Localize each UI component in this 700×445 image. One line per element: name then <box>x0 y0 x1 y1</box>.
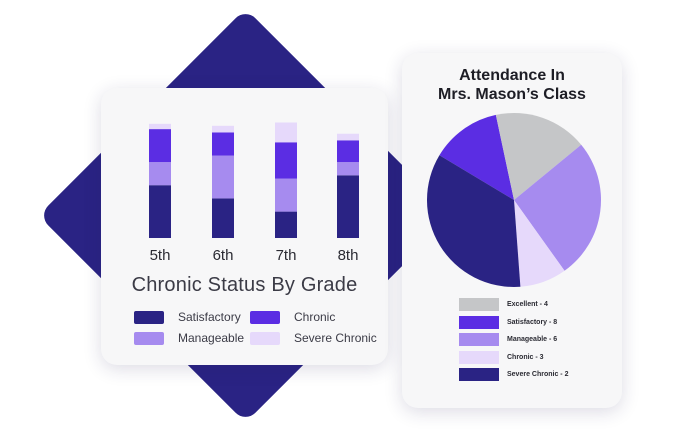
legend-swatch-satisfactory <box>459 315 499 329</box>
pie-title-line-1: Attendance In <box>459 67 565 84</box>
bar-6th-manageable <box>212 155 234 199</box>
legend-swatch-excellent <box>459 298 499 311</box>
pie-slice-satisfactory <box>427 155 521 287</box>
legend-swatch-manageable <box>134 331 164 345</box>
legend-swatch-severe-chronic <box>250 331 280 345</box>
legend-label-chronic: Chronic <box>294 310 336 324</box>
bar-7th-severe-chronic <box>275 122 297 143</box>
x-tick-label-8th: 8th <box>338 247 359 264</box>
x-tick-label-5th: 5th <box>150 247 171 264</box>
x-tick-label-6th: 6th <box>213 247 234 264</box>
bar-6th-chronic <box>212 132 234 156</box>
bar-5th-satisfactory <box>149 185 171 238</box>
pie-slice-severe-chronic <box>514 200 565 287</box>
pie-title-line-2: Mrs. Mason’s Class <box>438 86 586 103</box>
legend-label-manageable: Manageable <box>178 331 245 345</box>
pie-slice-excellent <box>495 113 582 200</box>
legend-item-satisfactory: Satisfactory <box>134 310 241 324</box>
bar-8th-chronic <box>337 140 359 163</box>
legend-swatch-manageable <box>459 333 499 346</box>
bar-5th-severe-chronic <box>149 123 171 130</box>
pie-slice-chronic <box>439 114 514 200</box>
x-tick-label-7th: 7th <box>276 247 297 264</box>
pie-slice-manageable <box>514 144 601 271</box>
legend-label-excellent: Excellent - 4 <box>507 301 548 308</box>
bar-7th-satisfactory <box>275 211 297 238</box>
bar-chart-title: Chronic Status By Grade <box>131 274 358 296</box>
legend-item-manageable: Manageable <box>134 331 244 345</box>
attendance-card: Attendance In Mrs. Mason’s Class Excelle… <box>402 53 622 408</box>
legend-label-severe-chronic: Severe Chronic - 2 <box>507 371 569 378</box>
bar-6th-severe-chronic <box>212 125 234 133</box>
pie-chart-title: Attendance In Mrs. Mason’s Class <box>402 66 622 104</box>
attendance-pie-chart <box>427 113 601 287</box>
legend-item-severe-chronic: Severe Chronic <box>250 331 377 345</box>
bar-6th-satisfactory <box>212 198 234 238</box>
legend-item-chronic: Chronic <box>250 310 335 324</box>
legend-label-manageable: Manageable - 6 <box>507 336 558 343</box>
stacked-bar-chart: 5th 6th 7th 8th <box>149 122 359 264</box>
bar-8th-manageable <box>337 162 359 176</box>
legend-swatch-severe-chronic <box>459 368 499 381</box>
legend-item-manageable: Manageable - 6 <box>459 333 568 346</box>
pie-chart-legend: Excellent - 4 Satisfactory - 8 Manageabl… <box>459 298 568 386</box>
legend-label-severe-chronic: Severe Chronic <box>294 331 377 345</box>
bar-8th-severe-chronic <box>337 133 359 141</box>
legend-item-satisfactory: Satisfactory - 8 <box>459 315 568 329</box>
grade-chart-card: 5th 6th 7th 8th Chronic Status By Grade Sat… <box>101 88 388 365</box>
legend-swatch-chronic <box>250 310 280 324</box>
legend-swatch-satisfactory <box>134 310 164 324</box>
legend-swatch-chronic <box>459 350 499 364</box>
legend-label-satisfactory: Satisfactory <box>178 310 241 324</box>
legend-item-chronic: Chronic - 3 <box>459 350 568 364</box>
legend-item-excellent: Excellent - 4 <box>459 298 568 311</box>
bar-7th-manageable <box>275 178 297 212</box>
bar-7th-chronic <box>275 142 297 179</box>
legend-item-severe-chronic: Severe Chronic - 2 <box>459 368 568 381</box>
legend-label-satisfactory: Satisfactory - 8 <box>507 318 558 326</box>
bar-5th-chronic <box>149 129 171 163</box>
legend-label-chronic: Chronic - 3 <box>507 353 544 361</box>
bar-5th-manageable <box>149 162 171 186</box>
bar-8th-satisfactory <box>337 175 359 238</box>
